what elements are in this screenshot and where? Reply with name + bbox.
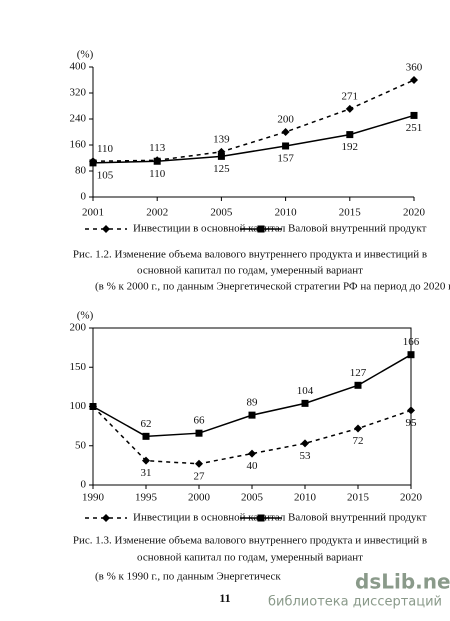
x-tick-label: 2005: [241, 492, 264, 504]
data-label: 125: [213, 163, 230, 175]
y-axis-label: (%): [77, 310, 94, 322]
marker-diamond: [407, 406, 415, 415]
data-label: 40: [247, 460, 259, 472]
marker-diamond: [345, 104, 354, 113]
figure-caption: (в % к 1990 г., по данным Энергетическ: [95, 571, 281, 583]
x-tick-label: 2002: [146, 207, 168, 219]
marker-diamond: [142, 456, 150, 465]
y-tick-label: 400: [70, 61, 87, 73]
marker-square: [89, 159, 97, 167]
marker-square: [248, 411, 256, 419]
y-tick-label: 0: [81, 191, 87, 203]
marker-square: [257, 225, 265, 233]
data-label: 95: [406, 417, 418, 429]
data-label: 157: [277, 153, 294, 165]
marker-square: [153, 157, 161, 165]
figure-caption: основной капитал по годам, умеренный вар…: [137, 552, 363, 564]
data-label: 31: [141, 467, 152, 479]
y-tick-label: 100: [70, 400, 87, 412]
data-label: 166: [403, 336, 420, 348]
y-tick-label: 200: [70, 322, 87, 334]
y-tick-label: 320: [70, 87, 87, 99]
data-label: 139: [213, 133, 230, 145]
y-tick-label: 240: [70, 113, 87, 125]
marker-square: [354, 381, 362, 389]
x-tick-label: 2010: [294, 492, 317, 504]
marker-diamond: [410, 76, 418, 84]
x-tick-label: 1995: [135, 492, 158, 504]
marker-square: [257, 514, 265, 522]
x-tick-label: 2010: [275, 207, 298, 219]
figure-caption: Рис. 1.3. Изменение объема валового внут…: [73, 535, 427, 547]
series-line: [92, 114, 415, 164]
x-tick-label: 2015: [339, 207, 362, 219]
x-tick-label: 2005: [210, 207, 233, 219]
x-tick-label: 2001: [82, 207, 104, 219]
data-label: 192: [342, 141, 359, 153]
marker-square: [89, 403, 97, 410]
watermark-subtitle: библиотека диссертаций: [268, 595, 442, 610]
legend-label: Инвестиции в основной капитал: [133, 512, 286, 524]
legend-label: Валовой внутренний продукт: [288, 223, 427, 235]
data-label: 110: [97, 143, 114, 155]
data-label: 127: [350, 367, 367, 379]
data-label: 271: [342, 90, 359, 102]
y-tick-label: 150: [70, 361, 87, 373]
page-number: 11: [219, 591, 230, 605]
marker-square: [407, 351, 415, 359]
x-tick-label: 1990: [82, 492, 105, 504]
data-label: 360: [406, 62, 423, 74]
x-tick-label: 2020: [403, 207, 426, 219]
marker-diamond: [102, 514, 110, 522]
marker-square: [282, 142, 290, 150]
data-label: 104: [297, 385, 314, 397]
marker-square: [410, 111, 418, 119]
marker-square: [195, 429, 203, 437]
y-axis-label: (%): [77, 49, 94, 61]
marker-diamond: [301, 439, 309, 448]
marker-square: [142, 432, 150, 440]
marker-square: [346, 131, 354, 139]
marker-square: [217, 152, 225, 160]
figure-caption: Рис. 1.2. Изменение объема валового внут…: [73, 249, 427, 261]
data-label: 27: [194, 470, 206, 482]
data-label: 53: [300, 450, 312, 462]
legend-label: Инвестиции в основной капитал: [133, 223, 286, 235]
data-label: 200: [277, 114, 294, 126]
y-tick-label: 160: [70, 139, 87, 151]
y-tick-label: 0: [81, 479, 87, 491]
figure-caption: основной капитал по годам, умеренный вар…: [137, 265, 363, 277]
x-tick-label: 2015: [347, 492, 370, 504]
x-tick-label: 2000: [188, 492, 211, 504]
data-label: 105: [97, 169, 114, 181]
legend-label: Валовой внутренний продукт: [288, 512, 427, 524]
marker-diamond: [248, 449, 256, 458]
x-tick-label: 2020: [400, 492, 423, 504]
y-tick-label: 80: [75, 165, 87, 177]
data-label: 113: [149, 142, 166, 154]
figure-caption: (в % к 2000 г., по данным Энергетической…: [95, 281, 450, 293]
marker-diamond: [354, 424, 362, 433]
marker-diamond: [281, 128, 290, 136]
y-tick-label: 50: [75, 439, 87, 451]
series-line: [92, 79, 415, 162]
data-label: 72: [353, 435, 364, 447]
data-label: 66: [194, 415, 206, 427]
data-label: 251: [406, 122, 423, 134]
marker-diamond: [195, 459, 203, 468]
marker-square: [301, 399, 309, 407]
data-label: 62: [141, 418, 152, 430]
marker-diamond: [102, 225, 110, 233]
data-label: 110: [149, 168, 166, 180]
watermark-site: dsLib.net: [355, 570, 450, 594]
data-label: 89: [247, 397, 259, 409]
